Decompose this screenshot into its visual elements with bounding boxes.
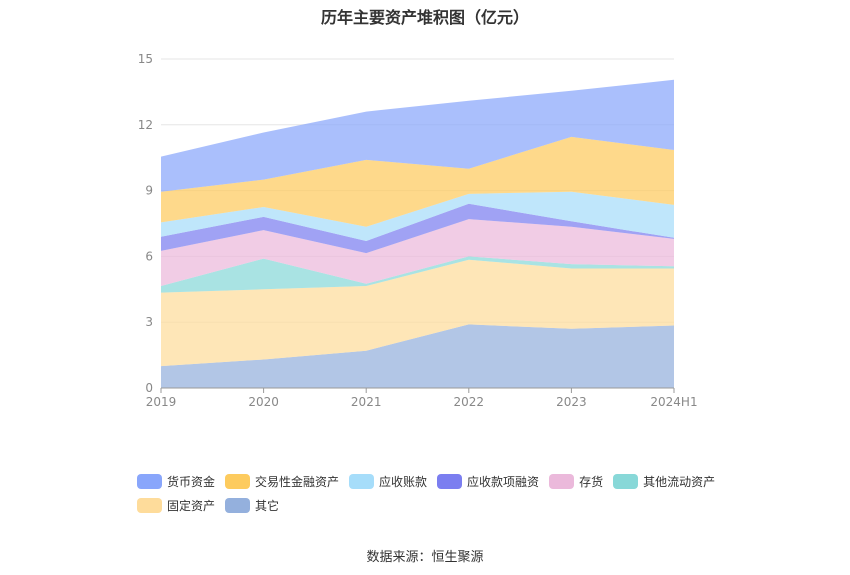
legend-item[interactable]: 固定资产 bbox=[137, 497, 215, 514]
x-tick-label: 2023 bbox=[556, 395, 587, 409]
y-tick-label: 15 bbox=[138, 52, 153, 66]
x-tick-label: 2020 bbox=[248, 395, 279, 409]
x-tick-label: 2019 bbox=[146, 395, 177, 409]
y-tick-label: 3 bbox=[145, 315, 153, 329]
legend-swatch bbox=[225, 474, 251, 489]
legend-label: 交易性金融资产 bbox=[255, 475, 340, 489]
y-tick-label: 0 bbox=[145, 381, 153, 395]
area-series-6 bbox=[161, 136, 674, 227]
legend-label: 固定资产 bbox=[167, 499, 216, 513]
legend-label: 其他流动资产 bbox=[643, 475, 716, 489]
y-tick-label: 12 bbox=[138, 118, 153, 132]
area-series-7 bbox=[161, 79, 674, 192]
x-tick-label: 2021 bbox=[351, 395, 382, 409]
area-series-5 bbox=[161, 191, 674, 241]
legend-label: 应收款项融资 bbox=[467, 475, 540, 489]
x-tick-label: 2024H1 bbox=[650, 395, 697, 409]
legend-label: 应收账款 bbox=[379, 475, 428, 489]
area-series-3 bbox=[161, 219, 674, 286]
area-series-1 bbox=[161, 259, 674, 367]
y-tick-label: 6 bbox=[145, 249, 153, 263]
legend-swatch bbox=[437, 474, 463, 489]
legend-label: 其它 bbox=[255, 499, 280, 513]
legend-item[interactable]: 其它 bbox=[225, 497, 279, 514]
chart-title: 历年主要资产堆积图（亿元） bbox=[320, 8, 529, 27]
legend-item[interactable]: 交易性金融资产 bbox=[225, 473, 339, 490]
legend-item[interactable]: 应收款项融资 bbox=[437, 473, 539, 490]
legend-item[interactable]: 货币资金 bbox=[137, 473, 215, 490]
legend-item[interactable]: 存货 bbox=[549, 473, 603, 490]
legend: 货币资金 交易性金融资产 应收账款 应收款项融资 存货 其他流动资产固定资产 其它 bbox=[137, 473, 737, 521]
legend-label: 货币资金 bbox=[167, 475, 216, 489]
legend-swatch bbox=[137, 474, 162, 489]
y-tick-label: 9 bbox=[145, 184, 153, 198]
area-series-layer bbox=[161, 79, 674, 388]
legend-swatch bbox=[349, 474, 375, 489]
legend-swatch bbox=[549, 474, 575, 489]
area-series-0 bbox=[161, 324, 674, 388]
area-series-4 bbox=[161, 203, 674, 254]
area-series-2 bbox=[161, 256, 674, 293]
legend-swatch bbox=[137, 498, 162, 513]
legend-swatch bbox=[613, 474, 639, 489]
legend-label: 存货 bbox=[579, 475, 604, 489]
legend-item[interactable]: 应收账款 bbox=[349, 473, 427, 490]
axes: 0 3 6 9 12 15 2019 2020 2021 2022 2023 2024H1 bbox=[138, 52, 698, 409]
stacked-area-chart: 0 3 6 9 12 15 2019 2020 2021 2022 2023 2024H1 bbox=[138, 52, 698, 409]
source-note: 数据来源：恒生聚源 bbox=[366, 550, 484, 565]
x-tick-label: 2022 bbox=[454, 395, 485, 409]
legend-swatch bbox=[225, 498, 251, 513]
legend-item[interactable]: 其他流动资产 bbox=[613, 473, 715, 490]
